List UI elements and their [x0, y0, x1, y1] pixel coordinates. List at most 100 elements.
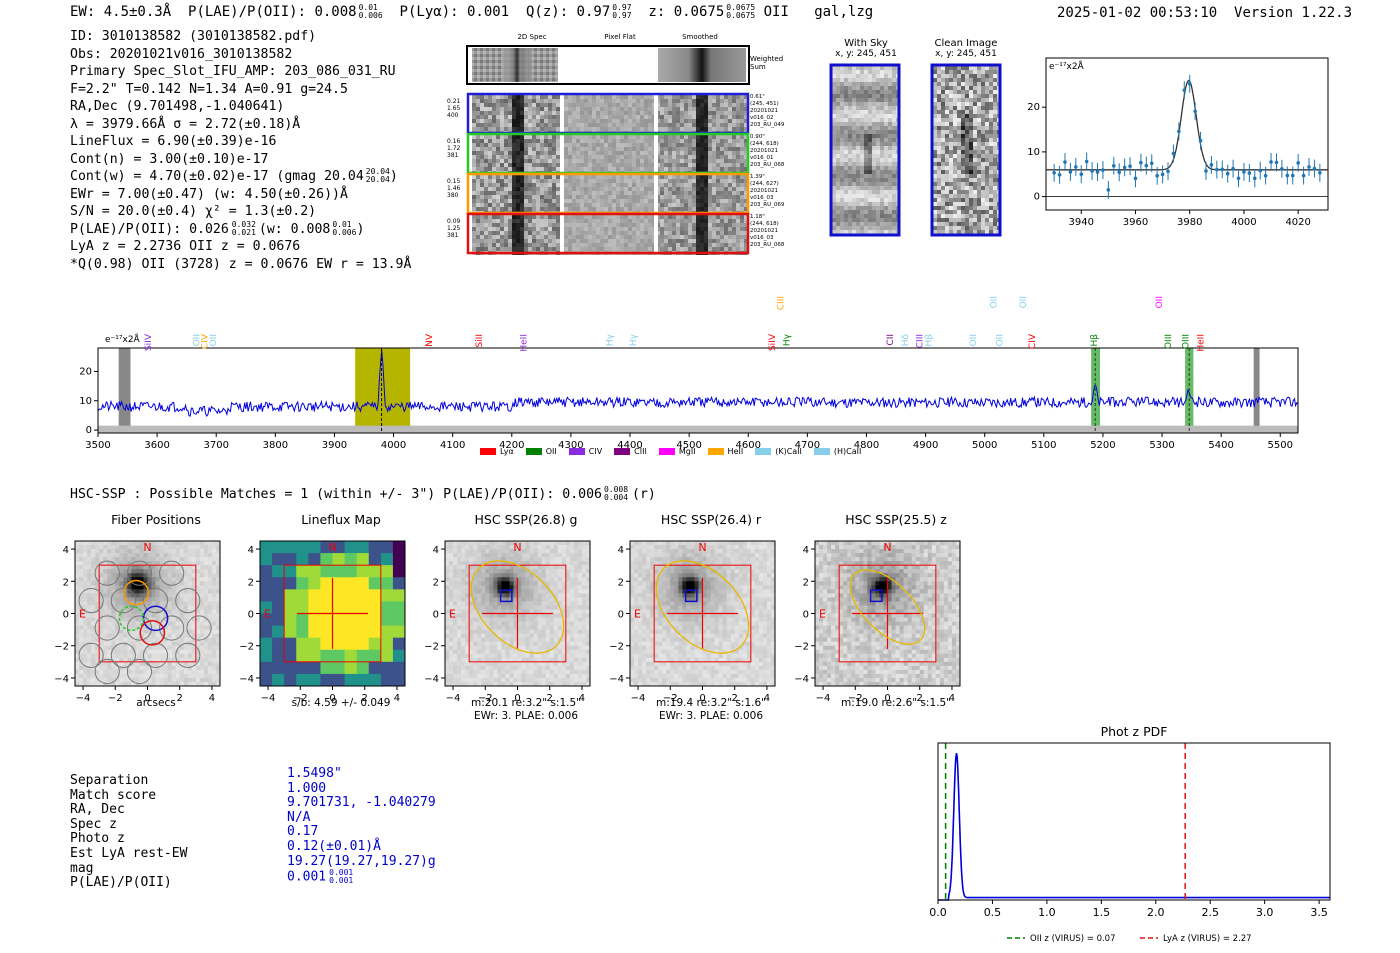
full-xtick: 5300	[1149, 440, 1174, 451]
match-values: 1.5498" 1.000 9.701731, -1.040279 N/A 0.…	[287, 766, 436, 885]
line-label: HeII	[520, 334, 530, 352]
line-label: CII	[886, 334, 896, 346]
hsc-ytick: 4	[803, 545, 809, 556]
fiber-circle	[110, 642, 136, 668]
data-point	[1079, 172, 1084, 176]
line-label: SiII	[475, 334, 485, 348]
header-plae-sub: 0.006	[358, 11, 383, 20]
hsc-ytick: −2	[55, 642, 69, 653]
fiber-circle	[94, 560, 120, 586]
data-point	[1312, 166, 1317, 171]
fiber-circle	[186, 615, 212, 641]
search-box	[838, 564, 937, 663]
hsc-ytick: 0	[248, 610, 254, 621]
data-point	[1106, 188, 1111, 192]
data-point	[1193, 109, 1197, 114]
fiber-row-frame	[466, 212, 750, 255]
hsc-ytick: 2	[433, 577, 439, 588]
data-point	[1166, 169, 1170, 174]
match-value-plae-text: 0.001	[287, 869, 327, 885]
data-point	[1285, 173, 1290, 178]
data-point	[1247, 171, 1252, 175]
match-value-plae: 0.001 0.001 0.001	[287, 869, 436, 885]
full-xtick: 4800	[854, 440, 879, 451]
info-plae-w-sup: 0.01	[332, 219, 352, 229]
data-point	[1117, 170, 1122, 175]
header-version: Version 1.22.3	[1234, 5, 1353, 21]
legend-swatch	[755, 448, 772, 455]
photz-xtick: 1.5	[1093, 906, 1111, 919]
hsc-ytick: 0	[618, 610, 624, 621]
col-title-pixelflat: Pixel Flat	[604, 33, 636, 41]
hsc-xtick: 2	[362, 693, 368, 704]
data-point	[1133, 176, 1138, 181]
catalog-marker	[869, 589, 883, 603]
match-value-separation: 1.5498"	[287, 766, 342, 781]
data-point	[1263, 173, 1268, 178]
legend-label: CIII	[634, 447, 647, 456]
header-z-sub: 0.0675	[726, 11, 756, 20]
data-point	[1220, 167, 1225, 172]
fiber-circle	[175, 642, 201, 668]
weighted-smoothed	[658, 48, 746, 82]
compass-n: N	[328, 541, 336, 554]
spectrum-frame	[97, 347, 1299, 434]
zoom-xtick: 4000	[1231, 217, 1256, 228]
data-point	[1074, 165, 1078, 169]
hsc-ytick: 2	[248, 577, 254, 588]
hsc-ytick: −2	[240, 642, 254, 653]
legend-swatch	[480, 448, 496, 455]
compass-e: E	[449, 608, 456, 621]
row3-left: 0.15 1.46 380	[447, 178, 461, 199]
hsc-header-band: (r)	[632, 487, 656, 502]
line-label: Hβ	[1090, 334, 1100, 347]
line-label: OII	[995, 334, 1005, 346]
galaxy-ellipse	[849, 569, 926, 645]
info-lambda: λ = 3979.66Å σ = 2.72(±0.18)Å	[70, 116, 301, 132]
hsc-ytick: 4	[433, 545, 439, 556]
full-xtick: 5500	[1268, 440, 1293, 451]
match-label-photoz: Photo z	[70, 831, 125, 847]
hsc-ytick: −4	[795, 674, 809, 685]
sky-images-svg	[829, 63, 1002, 237]
zoom-xtick: 3940	[1069, 217, 1094, 228]
hsc-xtick: 2	[732, 693, 738, 704]
detection-info: ID: 3010138582 (3010138582.pdf) Obs: 202…	[70, 28, 411, 273]
info-ewr: EWr = 7.00(±0.47) (w: 4.50(±0.26))Å	[70, 186, 348, 202]
legend-label: OII	[545, 447, 557, 456]
match-label-plae: P(LAE)/P(OII)	[70, 875, 172, 891]
hsc-ytick: 2	[803, 577, 809, 588]
hsc-ytick: −4	[610, 674, 624, 685]
with-sky-frame	[829, 63, 901, 237]
match-label-mag: mag	[70, 860, 94, 876]
hsc-panel-title: HSC SSP(26.8) g	[474, 512, 578, 527]
hsc-xtick: 4	[949, 693, 955, 704]
legend-item: MgII	[658, 447, 702, 456]
clean-image-panel: Clean Image x, y: 245, 451	[926, 38, 1006, 59]
hsc-caption-2: EWr: 3. PLAE: 0.006	[473, 710, 579, 722]
photz-xtick: 2.5	[1201, 906, 1219, 919]
legend-swatch	[525, 448, 542, 455]
compass-n: N	[143, 541, 151, 554]
line-label: NV	[425, 333, 435, 347]
with-sky-panel: With Sky x, y: 245, 451	[826, 38, 906, 59]
hsc-panel-title: Lineflux Map	[301, 512, 381, 527]
zoom-xtick: 3960	[1123, 217, 1148, 228]
data-point	[1296, 161, 1300, 165]
cutout-svg	[466, 45, 750, 255]
full-xtick: 3900	[322, 440, 347, 451]
full-xtick: 4900	[913, 440, 938, 451]
data-point	[1231, 166, 1235, 171]
line-label: OII	[990, 296, 1000, 308]
data-point	[1258, 168, 1263, 173]
clean-image-coords: x, y: 245, 451	[935, 49, 997, 59]
fiber-circle	[159, 615, 185, 641]
hsc-panel-image: N E 4 2 0 −2 −4 −4 −2 0 2 4	[794, 540, 961, 704]
legend-item: (H)CaII	[813, 447, 867, 456]
galaxy-ellipse	[470, 560, 565, 654]
data-point	[1269, 160, 1273, 164]
hsc-xtick: −2	[478, 693, 493, 704]
compass-e: E	[264, 608, 271, 621]
full-xtick: 4500	[676, 440, 701, 451]
data-point	[1274, 160, 1279, 165]
